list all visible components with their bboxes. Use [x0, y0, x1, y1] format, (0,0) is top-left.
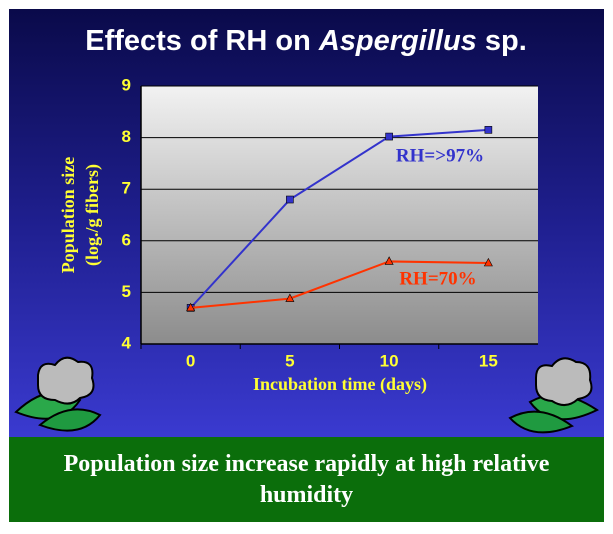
- x-tick-label: 5: [285, 351, 294, 370]
- title-part: Aspergillus: [318, 25, 477, 57]
- data-point: [386, 133, 393, 140]
- y-tick-label: 9: [122, 75, 131, 94]
- page: Effects of RH on Aspergillus sp. Populat…: [0, 0, 613, 534]
- data-point: [485, 126, 492, 133]
- x-axis-label: Incubation time (days): [253, 374, 427, 395]
- chart-title: Effects of RH on Aspergillus sp.: [85, 25, 527, 57]
- y-tick-label: 5: [122, 282, 131, 301]
- x-tick-label: 0: [186, 351, 195, 370]
- title-part: sp.: [477, 25, 527, 57]
- series-label: RH=>97%: [396, 145, 484, 166]
- data-point: [286, 196, 293, 203]
- y-axis-label-line: (log./g fibers): [82, 164, 103, 266]
- title-part: Effects of RH on: [85, 25, 319, 57]
- y-axis-label-line: Population size: [58, 157, 78, 274]
- plot-area: [141, 86, 538, 344]
- caption-band: Population size increase rapidly at high…: [9, 437, 604, 522]
- x-tick-label: 15: [479, 351, 498, 370]
- y-tick-label: 6: [122, 230, 131, 249]
- caption: Population size increase rapidly at high…: [57, 449, 557, 511]
- y-tick-label: 8: [122, 127, 131, 146]
- x-tick-label: 10: [380, 351, 399, 370]
- y-tick-label: 7: [122, 179, 131, 198]
- y-tick-label: 4: [122, 333, 132, 352]
- series-label: RH=70%: [399, 268, 476, 289]
